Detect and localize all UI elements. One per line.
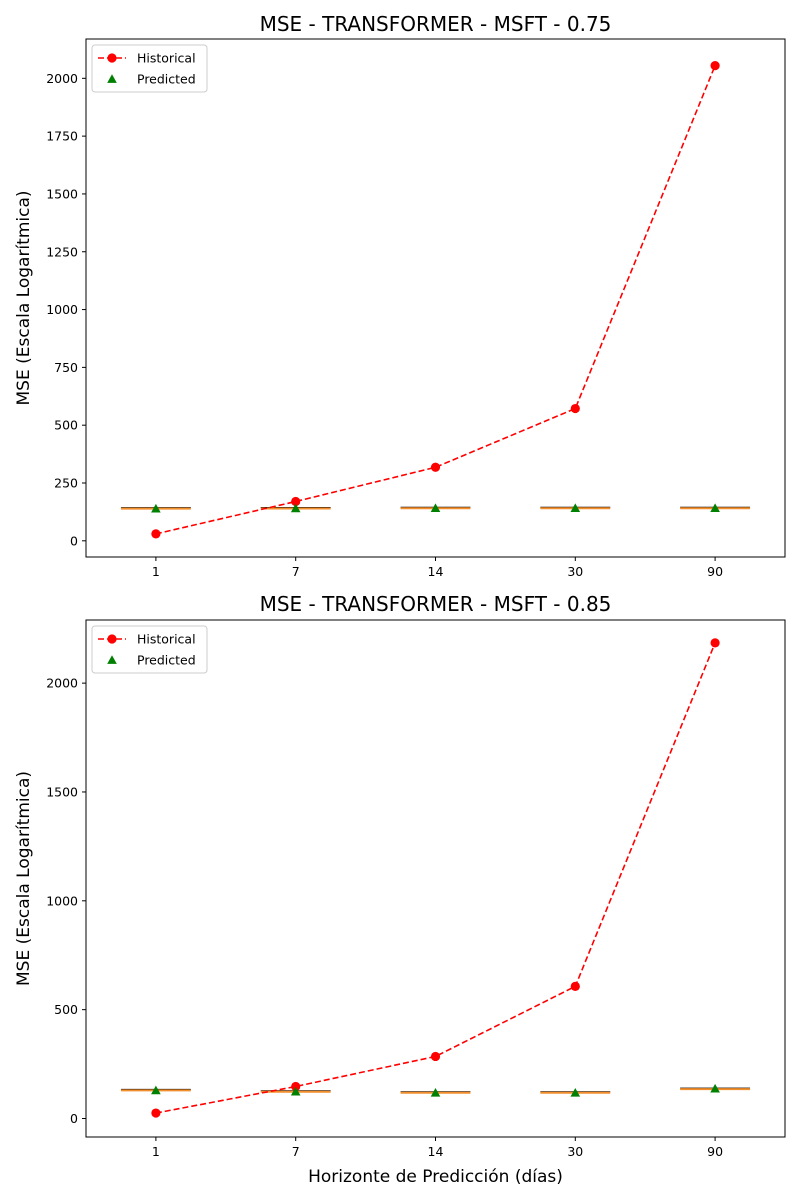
y-tick-label: 0 (70, 1111, 78, 1126)
y-axis-label: MSE (Escala Logarítmica) (14, 771, 34, 986)
historical-point (570, 403, 580, 414)
legend-historical-marker (107, 634, 117, 644)
historical-point (430, 1051, 441, 1062)
y-tick-label: 1000 (46, 893, 78, 908)
legend-predicted-marker (107, 655, 117, 664)
historical-point (710, 638, 720, 648)
predicted-point (290, 503, 301, 513)
y-tick-label: 1750 (46, 129, 78, 144)
legend-label-historical: Historical (137, 51, 196, 66)
legend-box (91, 44, 208, 93)
predicted-point (710, 503, 720, 513)
legend-label-historical: Historical (137, 632, 196, 647)
predicted-point (570, 1088, 581, 1097)
historical-point (151, 529, 161, 539)
x-tick-label: 14 (428, 564, 444, 579)
historical-point (710, 60, 720, 71)
x-tick-label: 30 (567, 564, 583, 579)
predicted-point (151, 503, 161, 513)
x-axis-label: Horizonte de Predicción (días) (308, 1167, 563, 1187)
y-tick-label: 1000 (46, 302, 78, 317)
legend-predicted-marker (107, 74, 117, 83)
y-tick-label: 500 (54, 1002, 78, 1017)
historical-point (151, 1108, 161, 1118)
x-tick-label: 14 (428, 1144, 444, 1159)
historical-point (430, 462, 441, 472)
predicted-point (430, 1088, 441, 1097)
y-tick-label: 500 (54, 418, 78, 433)
predicted-point (570, 503, 581, 513)
chart-panel-2: MSE - TRANSFORMER - MSFT - 0.85 MSE (Esca… (14, 592, 786, 1187)
x-tick-label: 30 (567, 1144, 583, 1159)
historical-point (570, 981, 580, 991)
historical-point (291, 1081, 301, 1092)
y-tick-label: 2000 (46, 71, 78, 86)
y-tick-label: 1500 (46, 784, 78, 799)
predicted-point (290, 1086, 301, 1096)
historical-line (155, 65, 716, 535)
historical-line (155, 642, 716, 1114)
predicted-point (710, 1083, 720, 1093)
historical-point (291, 496, 301, 507)
y-tick-label: 1250 (46, 244, 78, 259)
predicted-point (151, 1085, 161, 1095)
x-tick-label: 1 (152, 564, 160, 579)
chart-panel-1: MSE - TRANSFORMER - MSFT - 0.75 MSE (Esca… (14, 12, 786, 579)
chart-title: MSE - TRANSFORMER - MSFT - 0.85 (260, 592, 612, 616)
x-tick-label: 1 (152, 1144, 160, 1159)
y-tick-label: 0 (70, 533, 78, 548)
legend-label-predicted: Predicted (137, 72, 196, 87)
y-tick-label: 750 (54, 360, 78, 375)
plot-frame (85, 38, 786, 558)
x-tick-label: 7 (292, 1144, 300, 1159)
y-tick-label: 2000 (46, 676, 78, 691)
legend-label-predicted: Predicted (137, 653, 196, 668)
x-tick-label: 90 (707, 1144, 723, 1159)
y-tick-label: 1500 (46, 186, 78, 201)
y-tick-label: 250 (54, 476, 78, 491)
y-axis-label: MSE (Escala Logarítmica) (14, 191, 34, 406)
legend-box (91, 625, 208, 674)
x-tick-label: 90 (707, 564, 723, 579)
predicted-point (430, 503, 441, 513)
x-tick-label: 7 (292, 564, 300, 579)
legend-historical-marker (107, 53, 117, 63)
chart-title: MSE - TRANSFORMER - MSFT - 0.75 (260, 12, 612, 36)
